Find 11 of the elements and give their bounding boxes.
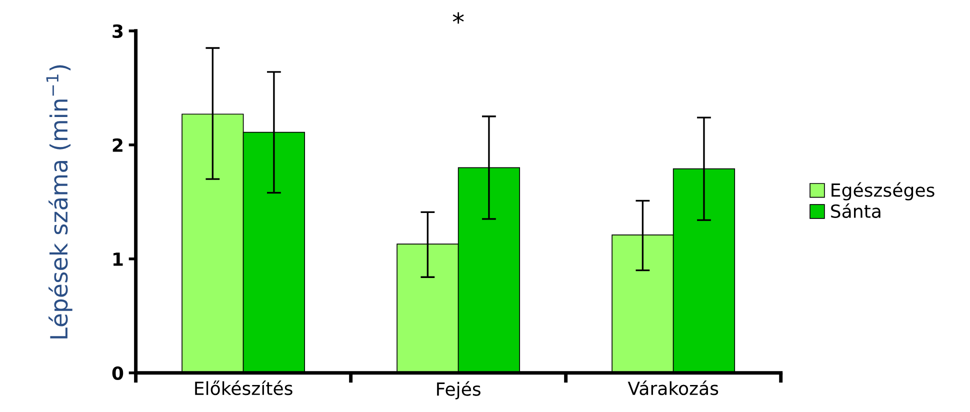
x-tick-label: Fejés [437,381,480,400]
legend-label: Egészséges [832,182,934,200]
y-tick-label: 2 [112,138,122,152]
y-axis-title: Lépések száma (min$^{−1}$) [46,65,72,338]
x-tick-label: Előkészítés [195,380,292,396]
y-tick-label: 1 [113,252,123,266]
text: * [452,12,464,24]
x-tick-label: Várakozás [628,380,718,396]
y-tick-label: 0 [112,366,124,380]
legend-label: Sánta [831,203,880,218]
y-tick-label: 3 [112,24,123,38]
